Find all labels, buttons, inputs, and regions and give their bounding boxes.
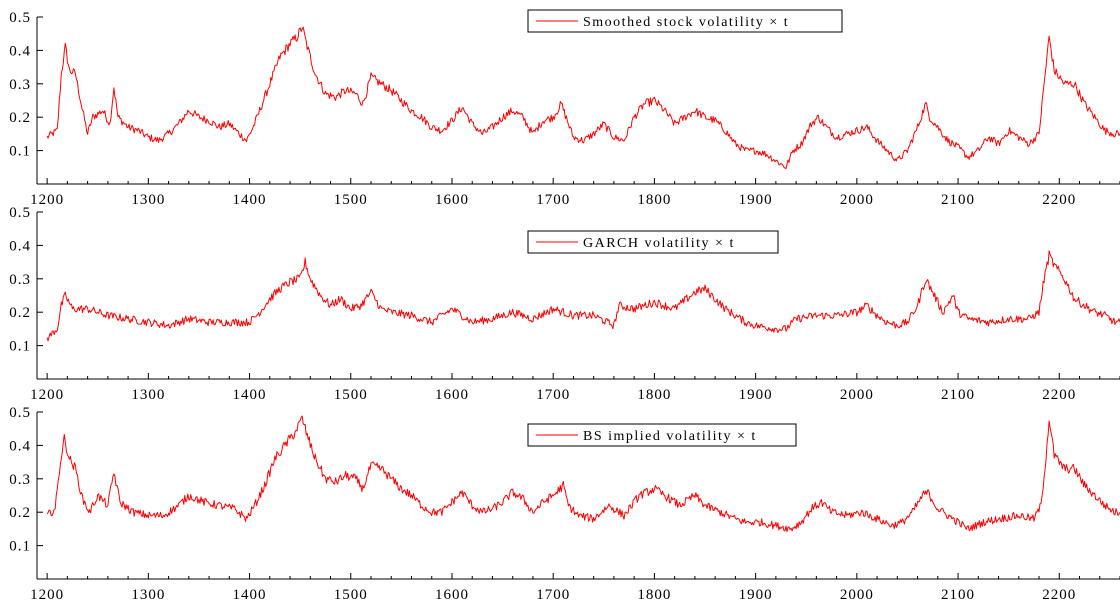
y-tick-label: 0.2 — [9, 305, 31, 321]
x-tick-label: 1500 — [334, 387, 368, 403]
x-tick-label: 2100 — [941, 387, 975, 403]
x-tick-label: 1300 — [131, 387, 165, 403]
x-tick-label: 1700 — [536, 587, 570, 603]
x-tick-label: 1800 — [637, 192, 671, 208]
legend-label: Smoothed stock volatility × t — [583, 15, 789, 30]
legend: GARCH volatility × t — [527, 230, 779, 254]
x-tick-label: 2100 — [941, 587, 975, 603]
chart-panel-2: 0.1 0.2 0.3 0.4 0.5 1200 1300 1400 1500 1600 1700 1… — [9, 205, 1120, 403]
x-tick-label: 2200 — [1042, 387, 1076, 403]
legend-box — [527, 230, 779, 254]
y-tick-label: 0.4 — [9, 238, 31, 254]
y-tick-label: 0.1 — [9, 144, 31, 160]
x-tick-label: 1800 — [637, 387, 671, 403]
legend: BS implied volatility × t — [527, 423, 797, 447]
y-tick-label: 0.4 — [9, 43, 31, 59]
x-tick-label: 2000 — [840, 387, 874, 403]
series-line — [46, 26, 1120, 170]
x-tick-label: 1600 — [435, 587, 469, 603]
x-tick-label: 2000 — [840, 192, 874, 208]
x-tick-label: 1800 — [637, 587, 671, 603]
x-tick-label: 1400 — [233, 587, 267, 603]
y-tick-label: 0.2 — [9, 110, 31, 126]
y-tick-label: 0.3 — [9, 77, 31, 93]
y-tick-label: 0.5 — [9, 405, 31, 421]
y-tick-label: 0.4 — [9, 438, 31, 454]
series-line — [46, 250, 1120, 342]
legend-box — [527, 9, 843, 33]
x-tick-label: 1900 — [739, 387, 773, 403]
x-tick-label: 1900 — [739, 192, 773, 208]
x-tick-label: 1900 — [739, 587, 773, 603]
legend-label: BS implied volatility × t — [583, 429, 757, 444]
x-tick-label: 1500 — [334, 192, 368, 208]
x-tick-label: 1200 — [30, 387, 64, 403]
y-tick-label: 0.5 — [9, 205, 31, 221]
x-tick-label: 2200 — [1042, 192, 1076, 208]
legend-box — [527, 423, 797, 447]
x-tick-label: 1300 — [131, 192, 165, 208]
x-tick-label: 1200 — [30, 587, 64, 603]
x-tick-label: 1600 — [435, 387, 469, 403]
x-tick-label: 2000 — [840, 587, 874, 603]
x-tick-label: 1500 — [334, 587, 368, 603]
chart-panel-1: 0.1 0.2 0.3 0.4 0.5 1200 1300 1400 1500 1600 1700 1… — [9, 9, 1120, 208]
x-tick-label: 1400 — [233, 387, 267, 403]
x-tick-label: 2200 — [1042, 587, 1076, 603]
chart-panel-3: 0.1 0.2 0.3 0.4 0.5 1200 1300 1400 1500 1600 1700 1… — [9, 405, 1120, 603]
legend: Smoothed stock volatility × t — [527, 9, 843, 33]
x-tick-label: 2100 — [941, 192, 975, 208]
x-tick-label: 1200 — [30, 192, 64, 208]
series-line — [46, 415, 1120, 533]
y-tick-label: 0.2 — [9, 505, 31, 521]
x-tick-label: 1400 — [233, 192, 267, 208]
legend-label: GARCH volatility × t — [583, 236, 735, 251]
x-tick-label: 1600 — [435, 192, 469, 208]
y-tick-label: 0.3 — [9, 472, 31, 488]
y-tick-label: 0.5 — [9, 10, 31, 26]
x-tick-label: 1700 — [536, 387, 570, 403]
y-tick-label: 0.1 — [9, 539, 31, 555]
x-tick-label: 1700 — [536, 192, 570, 208]
x-tick-label: 1300 — [131, 587, 165, 603]
y-tick-label: 0.1 — [9, 339, 31, 355]
y-tick-label: 0.3 — [9, 272, 31, 288]
